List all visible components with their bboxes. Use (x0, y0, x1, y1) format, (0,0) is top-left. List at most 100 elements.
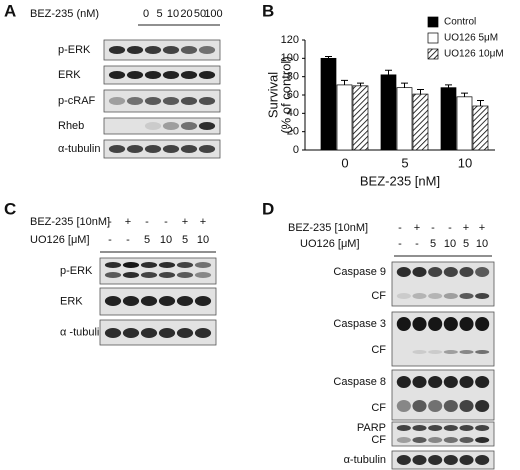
row-label: ERK (58, 69, 81, 81)
band (396, 400, 411, 412)
band (176, 296, 194, 306)
band (140, 272, 158, 278)
y-tick-label: 120 (281, 34, 299, 46)
band (428, 400, 443, 412)
legend-label: UO126 10μM (444, 49, 504, 60)
y-tick-label: 60 (287, 89, 299, 101)
band (140, 262, 158, 268)
dose-label: 50 (194, 8, 206, 20)
band (198, 122, 216, 130)
band (475, 267, 490, 277)
error-bar (357, 82, 364, 86)
lane-label: 10 (444, 238, 456, 250)
error-bar (461, 92, 468, 97)
row-label: p-ERK (58, 44, 91, 56)
band (122, 272, 140, 278)
lane-label: + (125, 216, 131, 228)
band (459, 400, 474, 412)
panel-letter: C (4, 199, 16, 218)
band (140, 328, 158, 338)
band (104, 272, 122, 278)
y-tick-label: 80 (287, 71, 299, 83)
band (180, 71, 198, 79)
lane-label: - (398, 238, 402, 250)
lane-label: + (414, 222, 420, 234)
y-tick-label: 0 (293, 144, 299, 156)
band (126, 46, 144, 54)
lane-label: - (448, 222, 452, 234)
band (162, 71, 180, 79)
bar (440, 87, 457, 151)
bar (336, 84, 353, 151)
band (180, 46, 198, 54)
band (443, 267, 458, 277)
band (428, 267, 443, 277)
band (412, 455, 427, 465)
lane-label: 5 (182, 234, 188, 246)
legend-label: UO126 5μM (444, 33, 498, 44)
band (475, 400, 490, 412)
lane-label: - (415, 238, 419, 250)
row-label: CF (371, 344, 386, 356)
bar (396, 87, 413, 151)
row-label: α -tubulin (60, 326, 106, 338)
band (412, 437, 427, 443)
bar (320, 57, 337, 151)
blot (103, 139, 221, 159)
band (126, 97, 144, 105)
legend-label: Control (444, 17, 476, 28)
y-axis-label: Survival (265, 72, 280, 118)
band (412, 267, 427, 277)
band (459, 267, 474, 277)
band (475, 376, 490, 388)
band (180, 122, 198, 130)
band (158, 272, 176, 278)
band (176, 272, 194, 278)
treatment-label: UO126 [μM] (300, 238, 360, 250)
row-label: CF (371, 434, 386, 446)
band (162, 145, 180, 153)
error-bar (417, 89, 424, 95)
band (396, 455, 411, 465)
band (396, 376, 411, 388)
band (396, 293, 411, 299)
band (104, 328, 122, 338)
band (459, 293, 474, 299)
band (459, 455, 474, 465)
legend-swatch (427, 32, 439, 44)
band (162, 46, 180, 54)
band (108, 145, 126, 153)
band (144, 97, 162, 105)
lane-label: - (431, 222, 435, 234)
band (428, 376, 443, 388)
blot (103, 117, 221, 135)
band (194, 262, 212, 268)
band (140, 296, 158, 306)
band (428, 437, 443, 443)
band (475, 437, 490, 443)
row-label: α-tubulin (344, 454, 386, 466)
band (108, 97, 126, 105)
dose-label: 100 (204, 8, 222, 20)
lane-label: 10 (476, 238, 488, 250)
treatment-label: BEZ-235 [10nM] (30, 216, 110, 228)
band (428, 350, 443, 354)
band (194, 296, 212, 306)
band (428, 293, 443, 299)
lane-label: - (108, 234, 112, 246)
y-axis-label: (% of control) (278, 56, 293, 133)
band (443, 350, 458, 354)
band (443, 317, 458, 331)
error-bar (401, 82, 408, 88)
error-bar (341, 79, 348, 85)
band (412, 350, 427, 354)
lane-label: - (164, 216, 168, 228)
row-label: p-cRAF (58, 95, 96, 107)
band (459, 317, 474, 331)
x-tick-label: 0 (341, 155, 348, 170)
band (443, 400, 458, 412)
band (144, 71, 162, 79)
treatment-label: BEZ-235 [10nM] (288, 222, 368, 234)
band (198, 97, 216, 105)
